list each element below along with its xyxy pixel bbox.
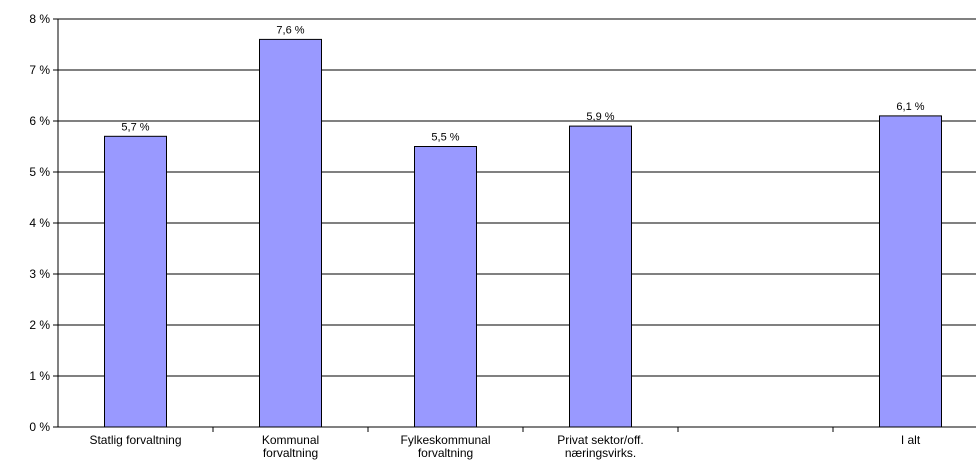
bar [414,146,477,428]
data-label: 5,7 % [121,121,149,133]
bar [104,135,167,428]
x-tick-label: Privat sektor/off. næringsvirks. [557,433,644,460]
y-tick-label: 4 % [29,216,50,230]
x-tick-label: Kommunal forvaltning [261,433,320,460]
data-label: 5,5 % [431,132,459,144]
y-tick-label: 1 % [29,369,50,383]
y-tick-label: 2 % [29,318,50,332]
x-tick-label: Fylkeskommunal forvaltning [400,433,491,460]
x-tick-label: Statlig forvaltning [89,433,182,447]
x-tick-label: I alt [900,433,921,447]
bar [569,125,632,428]
y-tick-label: 8 % [29,12,50,26]
y-tick-label: 6 % [29,114,50,128]
y-tick-label: 3 % [29,267,50,281]
bar [879,115,942,428]
y-tick-label: 7 % [29,63,50,77]
data-label: 6,1 % [896,101,924,113]
data-label: 7,6 % [276,24,304,36]
y-tick-label: 0 % [29,420,50,434]
y-tick-label: 5 % [29,165,50,179]
data-label: 5,9 % [586,111,614,123]
bar [259,38,322,428]
